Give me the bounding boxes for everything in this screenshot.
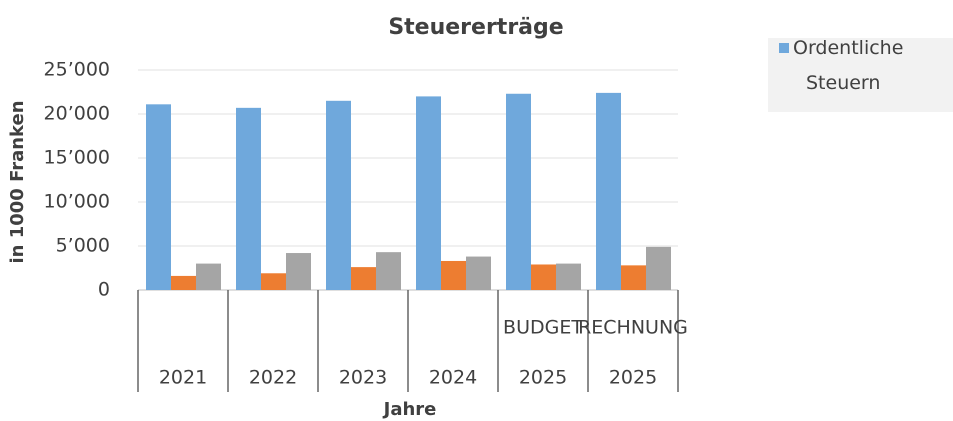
x-axis-title: Jahre [382,399,437,420]
x-tick-label: 2021 [159,367,207,389]
legend-label: Ordentliche Steuern [793,37,903,94]
bar [326,100,351,290]
legend-swatch [779,43,789,53]
x-tick-label: 2025 [609,367,657,389]
x-sub-label: BUDGET [503,317,583,339]
x-tick-label: 2023 [339,367,387,389]
chart-title: Steuererträge [388,15,563,40]
bar [441,260,466,290]
y-tick-label: 20’000 [44,103,110,125]
bar [236,107,261,290]
y-tick-label: 5’000 [56,235,110,257]
bar [286,253,311,290]
y-axis-title: in 1000 Franken [7,100,28,263]
y-tick-label: 10’000 [44,191,110,213]
legend-box [768,38,953,112]
bar [506,93,531,290]
bar [621,265,646,290]
y-tick-label: 0 [98,279,110,301]
bar [531,264,556,290]
y-tick-label: 15’000 [44,147,110,169]
x-tick-label: 2024 [429,367,477,389]
bar [351,267,376,290]
x-sub-label: RECHNUNG [578,317,688,339]
bar [416,96,441,291]
bar [196,263,221,290]
bar [376,252,401,290]
bar [146,104,171,290]
bar [466,256,491,290]
bar [171,275,196,290]
bar [556,263,581,290]
bar [261,273,286,290]
x-tick-label: 2025 [519,367,567,389]
y-tick-label: 25’000 [44,59,110,81]
x-tick-label: 2022 [249,367,297,389]
bar [596,92,621,290]
bar [646,246,671,290]
